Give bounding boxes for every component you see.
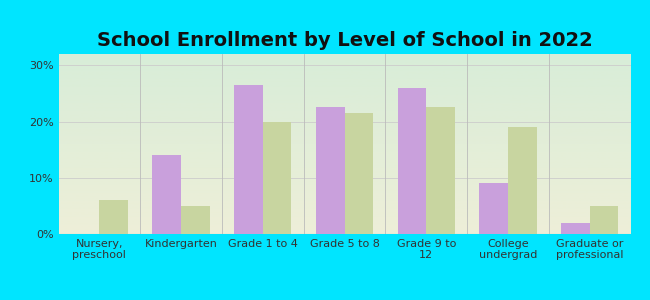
Bar	[316, 107, 344, 234]
Title: School Enrollment by Level of School in 2022: School Enrollment by Level of School in …	[97, 31, 592, 50]
Bar	[344, 113, 373, 234]
Bar	[508, 127, 536, 234]
Bar	[590, 206, 618, 234]
Bar	[99, 200, 128, 234]
Bar	[263, 122, 291, 234]
Bar	[153, 155, 181, 234]
Bar	[479, 183, 508, 234]
Bar	[426, 107, 455, 234]
Bar	[398, 88, 426, 234]
Bar	[561, 223, 590, 234]
Bar	[181, 206, 210, 234]
Bar	[234, 85, 263, 234]
